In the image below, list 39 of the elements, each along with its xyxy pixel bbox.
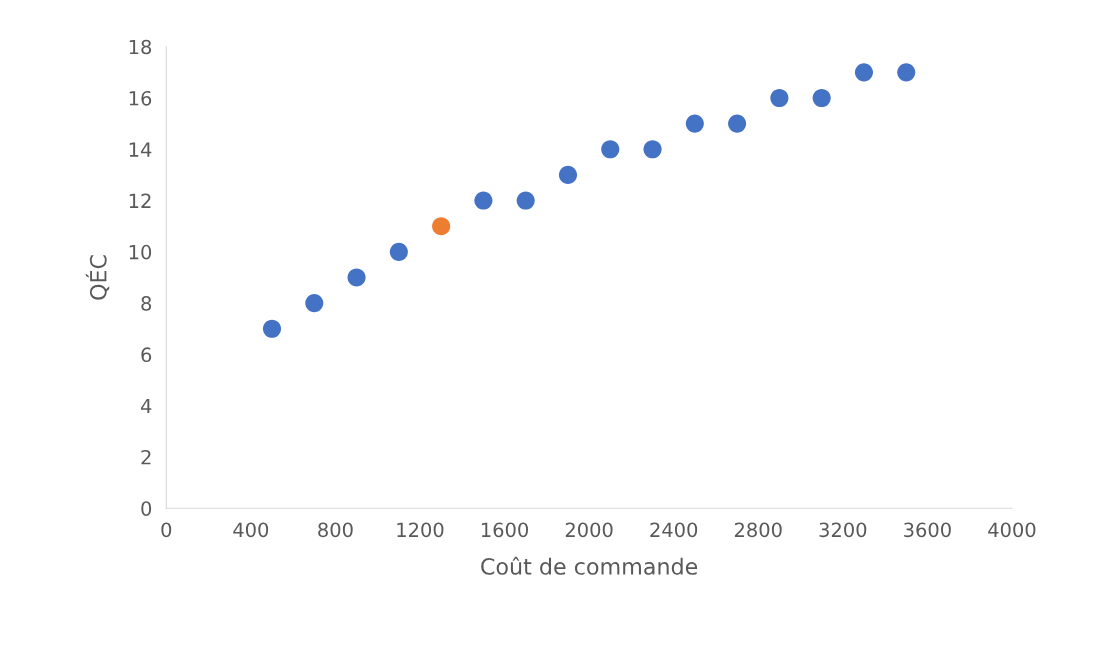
point (812, 88, 831, 108)
point (601, 140, 620, 159)
point (305, 294, 324, 313)
y-tick-label: 18 (129, 39, 152, 55)
x-tick-label: 2400 (650, 522, 698, 538)
x-tick-label: 1600 (481, 522, 528, 538)
x-tick-label: 400 (233, 522, 269, 538)
point (854, 63, 874, 82)
y-tick-label: 4 (140, 398, 152, 414)
y-tick-label: 8 (141, 296, 152, 311)
x-tick-label: 3200 (819, 522, 867, 538)
x-tick-label: 3600 (904, 522, 951, 538)
point (643, 140, 662, 159)
point (389, 242, 408, 261)
x-tick-label: 0 (161, 522, 172, 538)
point (558, 165, 578, 184)
point (516, 191, 535, 210)
point (728, 114, 747, 133)
point (347, 268, 366, 287)
y-tick-label: 0 (141, 501, 152, 516)
x-tick-label: 1200 (397, 522, 444, 538)
point (474, 191, 493, 210)
y-tick-label: 16 (129, 90, 152, 106)
point (897, 63, 916, 82)
point (262, 319, 282, 338)
point (770, 88, 789, 108)
y-axis-title: QÉC (85, 255, 110, 300)
x-tick-label: 2000 (565, 522, 613, 538)
y-tick-label: 12 (129, 193, 151, 208)
x-tick-label: 4000 (988, 522, 1036, 538)
y-tick-label: 6 (141, 347, 152, 363)
x-axis-title: Coût de commande (481, 556, 698, 575)
y-tick-label: 14 (129, 142, 152, 157)
y-tick-label: 2 (141, 449, 151, 465)
x-tick-label: 800 (318, 522, 353, 538)
point (685, 114, 704, 133)
point (432, 217, 451, 236)
x-tick-label: 2800 (734, 522, 782, 538)
y-tick-label: 10 (129, 244, 152, 260)
